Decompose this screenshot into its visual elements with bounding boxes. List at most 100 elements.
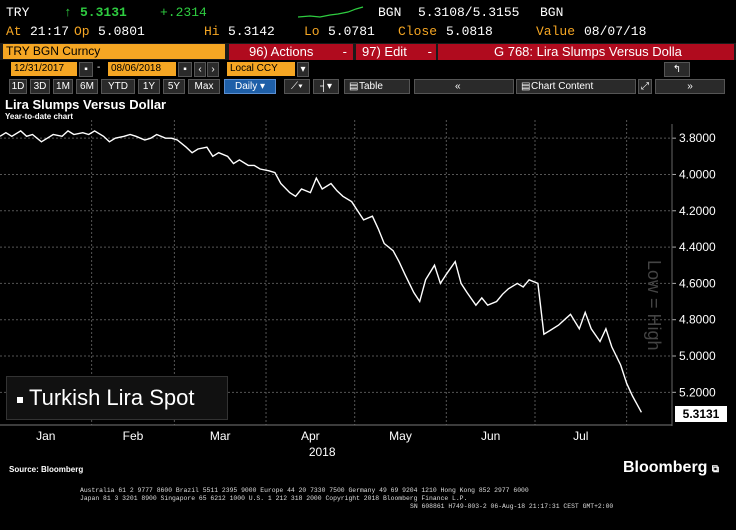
table-label: Table <box>359 81 383 92</box>
y-tick-label: 5.2000 <box>679 385 716 399</box>
low-label: Lo <box>304 24 320 39</box>
actions-label: 96) Actions <box>249 44 314 59</box>
chart-content-icon: ▤ <box>521 81 531 92</box>
brand-name: Bloomberg <box>623 459 708 476</box>
table-button[interactable]: ▤ Table <box>344 79 410 94</box>
quote-time: 21:17 <box>30 24 70 39</box>
quote-details: At 21:17 Op 5.0801 Hi 5.3142 Lo 5.0781 C… <box>0 24 736 40</box>
currency-label: Local CCY <box>230 63 278 74</box>
period-1m[interactable]: 1M <box>53 79 73 94</box>
y-tick-label: 4.2000 <box>679 204 716 218</box>
ticker: TRY <box>6 5 30 20</box>
chart-content-button[interactable]: ▤ Chart Content <box>516 79 636 94</box>
frequency-label: Daily <box>234 81 258 92</box>
edit-label: 97) Edit <box>362 44 407 59</box>
chart-content-label: Chart Content <box>531 81 594 92</box>
date-separator: - <box>97 62 101 73</box>
period-label: YTD <box>108 81 128 92</box>
candle-chart-icon[interactable]: ┤▾ <box>313 79 339 94</box>
expand-icon[interactable]: ⤢ <box>638 79 652 94</box>
period-1d[interactable]: 1D <box>9 79 27 94</box>
source-note: Source: Bloomberg <box>9 465 84 474</box>
last-price: 5.3131 <box>80 5 127 20</box>
last-value: 5.3131 <box>682 407 720 421</box>
frequency-select[interactable]: Daily ▾ <box>224 79 276 94</box>
y-tick-label: 5.0000 <box>679 349 716 363</box>
chart-title: Lira Slumps Versus Dollar <box>5 97 167 112</box>
period-max[interactable]: Max <box>188 79 220 94</box>
chevron-left-icon[interactable]: ‹ <box>194 62 206 77</box>
close-value: 5.0818 <box>446 24 493 39</box>
period-6m[interactable]: 6M <box>76 79 98 94</box>
footer-line-1: Australia 61 2 9777 8600 Brazil 5511 239… <box>80 487 529 494</box>
period-toolbar: 1D 3D 1M 6M YTD 1Y 5Y Max Daily ▾ ⟋▾ ┤▾ … <box>0 79 736 95</box>
table-icon: ▤ <box>349 81 359 92</box>
up-arrow-icon: ↑ <box>64 5 72 20</box>
chart-title-field[interactable]: G 768: Lira Slumps Versus Dolla <box>438 44 734 60</box>
open-label: Op <box>74 24 90 39</box>
net-change: +.2314 <box>160 5 207 20</box>
x-tick-label: May <box>389 429 412 443</box>
value-date: 08/07/18 <box>584 24 647 39</box>
x-tick-label: Mar <box>210 429 231 443</box>
period-label: 5Y <box>167 81 181 92</box>
x-tick-label: Jul <box>573 429 588 443</box>
brand-logo: Bloomberg ⧉ <box>623 459 719 477</box>
edit-menu[interactable]: 97) Edit - <box>356 44 436 60</box>
bid-ask: 5.3108/5.3155 <box>418 5 520 20</box>
y-tick-label: 4.8000 <box>679 313 716 327</box>
legend-box: Turkish Lira Spot <box>6 376 228 420</box>
last-value-badge: 5.3131 <box>675 406 727 422</box>
legend-label: Turkish Lira Spot <box>29 385 195 410</box>
line-chart-icon[interactable]: ⟋▾ <box>284 79 310 94</box>
period-label: 1M <box>56 81 70 92</box>
x-tick-label: Apr <box>301 429 320 443</box>
footer-line-2: Japan 81 3 3201 8900 Singapore 65 6212 1… <box>80 495 468 502</box>
date-toolbar: 12/31/2017 ▪ - 08/06/2018 ▪ ‹ › Local CC… <box>0 61 736 78</box>
footer-line-3: SN 608861 H749-803-2 06-Aug-18 21:17:31 … <box>410 503 614 510</box>
close-label: Close <box>398 24 438 39</box>
security-field[interactable]: TRY BGN Curncy <box>3 44 225 59</box>
end-date-field[interactable]: 08/06/2018 <box>108 62 176 76</box>
chart-title-label: G 768: Lira Slumps Versus Dolla <box>494 44 682 59</box>
period-label: Max <box>194 81 214 92</box>
x-tick-label: Jun <box>481 429 500 443</box>
period-3d[interactable]: 3D <box>30 79 50 94</box>
source-bgn-2: BGN <box>540 5 564 20</box>
chevron-right-icon[interactable]: › <box>207 62 219 77</box>
price-chart: 3.8000 4.0000 4.2000 4.4000 4.6000 4.8000 5.00… <box>0 120 716 459</box>
double-chevron-left-icon[interactable]: « <box>414 79 514 94</box>
period-ytd[interactable]: YTD <box>101 79 135 94</box>
start-date-field[interactable]: 12/31/2017 <box>11 62 77 76</box>
y-tick-label: 4.4000 <box>679 240 716 254</box>
double-chevron-right-icon[interactable]: » <box>655 79 725 94</box>
calendar-icon[interactable]: ▪ <box>178 62 192 77</box>
end-date: 08/06/2018 <box>111 63 162 74</box>
high-label: Hi <box>204 24 220 39</box>
grid-lines <box>0 120 672 425</box>
chart-subtitle: Year-to-date chart <box>5 112 74 121</box>
menu-bar: TRY BGN Curncy 96) Actions - 97) Edit - … <box>0 43 736 60</box>
sparkline <box>297 5 364 23</box>
currency-field[interactable]: Local CCY <box>227 62 295 76</box>
x-tick-label: Feb <box>123 429 144 443</box>
y-axis: 3.8000 4.0000 4.2000 4.4000 4.6000 4.8000 5.00… <box>672 131 716 399</box>
back-button[interactable]: ↰ <box>664 62 690 77</box>
start-date: 12/31/2017 <box>14 63 65 74</box>
at-label: At <box>6 24 22 39</box>
sparkline-graph <box>297 6 364 18</box>
right-axis-label: Low = High <box>644 260 664 351</box>
calendar-icon[interactable]: ▪ <box>79 62 93 77</box>
period-1y[interactable]: 1Y <box>138 79 160 94</box>
y-tick-label: 4.0000 <box>679 167 716 181</box>
period-5y[interactable]: 5Y <box>163 79 185 94</box>
chevron-down-icon[interactable]: ▾ <box>297 62 309 77</box>
footer: Australia 61 2 9777 8600 Brazil 5511 239… <box>0 487 736 511</box>
dropdown-icon: - <box>342 44 347 59</box>
popout-icon: ⧉ <box>711 464 720 475</box>
actions-menu[interactable]: 96) Actions - <box>229 44 353 60</box>
low-value: 5.0781 <box>328 24 375 39</box>
x-tick-label: Jan <box>36 429 55 443</box>
series-line <box>0 130 643 413</box>
y-tick-label: 3.8000 <box>679 131 716 145</box>
